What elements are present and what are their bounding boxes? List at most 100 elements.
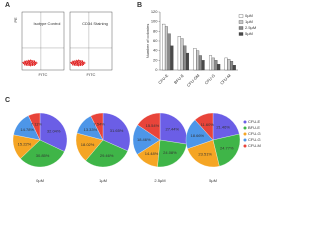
legend-swatch bbox=[238, 26, 244, 30]
legend-swatch bbox=[243, 138, 247, 142]
event-dot bbox=[77, 65, 80, 67]
event-dot bbox=[29, 64, 31, 66]
event-dot bbox=[79, 64, 82, 66]
event-dot bbox=[76, 64, 78, 67]
bar bbox=[224, 57, 228, 71]
legend-label: CFU-E bbox=[248, 119, 261, 124]
legend-swatch bbox=[243, 120, 247, 124]
y-tick-label: 20 bbox=[153, 57, 158, 62]
bar bbox=[208, 55, 213, 71]
event-dot bbox=[71, 61, 73, 63]
event-dot bbox=[78, 60, 80, 62]
slice-label: 7.11% bbox=[31, 121, 42, 126]
pie-slice bbox=[187, 139, 220, 168]
slice-label: 14.48% bbox=[145, 151, 159, 156]
panel-label: B bbox=[137, 2, 142, 9]
slice-label: 24.77% bbox=[220, 146, 234, 151]
event-dot bbox=[32, 62, 34, 64]
legend-swatch bbox=[243, 144, 247, 148]
pie-slice bbox=[157, 139, 187, 168]
slice-label: 24.08% bbox=[163, 150, 177, 155]
bar bbox=[167, 33, 171, 71]
event-dot bbox=[81, 60, 83, 62]
event-dot bbox=[31, 64, 34, 66]
slice-label: 32.04% bbox=[47, 128, 61, 133]
legend-swatch bbox=[243, 126, 247, 130]
bar bbox=[196, 50, 200, 71]
event-dot bbox=[77, 59, 80, 61]
pie-slice bbox=[28, 112, 41, 141]
y-axis-label: Number of colonies bbox=[145, 24, 150, 58]
bar bbox=[227, 59, 231, 71]
legend-swatch bbox=[238, 20, 244, 24]
bar bbox=[162, 23, 166, 71]
event-dot bbox=[22, 62, 25, 65]
bar bbox=[185, 52, 190, 71]
figure: A B C Isotype Control FITC PE CD34 Staining… bbox=[5, 2, 261, 183]
bar bbox=[180, 38, 184, 71]
slice-label: 13.33% bbox=[84, 127, 98, 132]
event-dot bbox=[80, 62, 82, 64]
event-dot bbox=[30, 63, 32, 65]
pie-slice bbox=[212, 112, 240, 141]
y-tick-label: 60 bbox=[153, 38, 158, 43]
bar bbox=[214, 60, 218, 71]
pie-title: 1μM bbox=[99, 178, 107, 183]
legend-label: CFU-G bbox=[248, 137, 261, 142]
event-dot bbox=[29, 61, 31, 64]
bar bbox=[230, 61, 234, 71]
legend-swatch bbox=[243, 132, 247, 136]
pie-slice bbox=[90, 112, 104, 141]
event-dot bbox=[28, 64, 30, 67]
event-dot bbox=[72, 60, 74, 62]
legend-label: 2.5μM bbox=[245, 25, 256, 30]
panel-label: C bbox=[5, 97, 10, 104]
y-tick-label: 80 bbox=[153, 28, 158, 33]
pie-slice bbox=[212, 133, 241, 167]
bar bbox=[177, 36, 181, 71]
legend-label: 5μM bbox=[245, 31, 253, 36]
event-dot bbox=[72, 64, 74, 66]
plot-frame bbox=[21, 11, 65, 71]
event-dot bbox=[75, 64, 77, 66]
x-tick-label: BFU-E bbox=[173, 73, 185, 85]
legend-label: 0μM bbox=[245, 13, 253, 18]
x-tick-label: CFU-M bbox=[219, 73, 232, 86]
bar bbox=[193, 48, 197, 71]
x-tick-label: CFU-G bbox=[204, 73, 216, 85]
event-dot bbox=[35, 62, 37, 65]
legend-swatch bbox=[238, 14, 244, 18]
bar bbox=[201, 60, 205, 71]
event-dot bbox=[24, 64, 26, 66]
event-dot bbox=[30, 60, 32, 62]
slice-label: 27.44% bbox=[166, 127, 180, 132]
event-dot bbox=[70, 61, 72, 64]
event-dot bbox=[79, 59, 81, 62]
event-dot bbox=[34, 63, 37, 66]
bar bbox=[232, 65, 236, 71]
pie-title: 5μM bbox=[209, 178, 217, 183]
panel-label: A bbox=[5, 2, 10, 9]
event-dot bbox=[36, 62, 38, 64]
legend-label: BFU-E bbox=[248, 125, 260, 130]
plot-frame bbox=[69, 11, 113, 71]
slice-label: 11.60% bbox=[201, 122, 215, 127]
x-tick-label: CFU-E bbox=[157, 73, 169, 85]
event-dot bbox=[74, 60, 76, 62]
event-dot bbox=[82, 63, 85, 66]
pie-slice bbox=[85, 139, 128, 168]
event-dot bbox=[33, 60, 35, 62]
slice-label: 18.66% bbox=[191, 133, 205, 138]
event-dot bbox=[77, 61, 79, 64]
legend-label: 1μM bbox=[245, 19, 253, 24]
pie-slice bbox=[137, 112, 161, 141]
bar bbox=[198, 55, 202, 71]
event-dot bbox=[29, 65, 32, 67]
x-axis-label: FITC bbox=[39, 72, 48, 77]
event-dot bbox=[26, 60, 28, 62]
legend-swatch bbox=[238, 32, 244, 36]
x-tick-label: CFU-GM bbox=[186, 73, 201, 88]
event-dot bbox=[71, 62, 73, 64]
slice-label: 29.46% bbox=[100, 153, 114, 158]
event-dot bbox=[83, 62, 85, 65]
